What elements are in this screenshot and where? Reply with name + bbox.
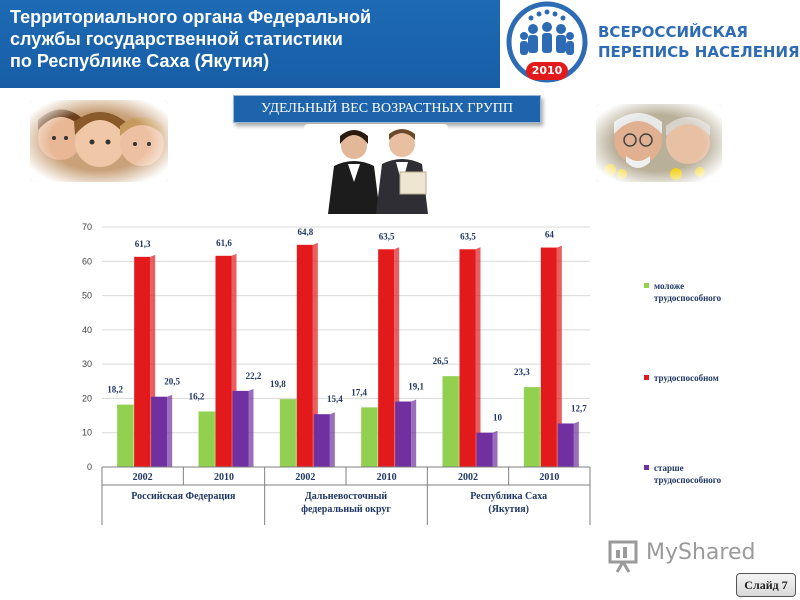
myshared-watermark: MyShared bbox=[606, 536, 776, 576]
group-label: (Якутия) bbox=[488, 504, 529, 515]
bar-value-label: 61,3 bbox=[135, 239, 151, 249]
bar bbox=[540, 245, 562, 467]
legend-item: старше трудоспособного bbox=[644, 463, 722, 485]
slide-number: Слайд 7 bbox=[736, 573, 796, 597]
x-tick-label: 2010 bbox=[377, 472, 397, 483]
legend-swatch bbox=[644, 465, 649, 470]
legend-swatch bbox=[644, 283, 649, 288]
y-axis-ticks: 0 10 20 30 40 50 60 70 bbox=[82, 222, 92, 472]
census-year: 2010 bbox=[531, 64, 563, 77]
bar-value-label: 19,8 bbox=[270, 379, 286, 389]
group-label: Республика Саха bbox=[470, 491, 547, 502]
bar bbox=[395, 399, 417, 467]
bar-value-label: 61,6 bbox=[216, 238, 232, 248]
census-emblem-icon bbox=[506, 1, 588, 83]
legend-label: моложе bbox=[654, 281, 684, 291]
group-label: федеральный округ bbox=[301, 504, 391, 515]
bar-value-label: 63,5 bbox=[460, 231, 476, 241]
bar bbox=[232, 388, 254, 467]
chart-grid bbox=[102, 226, 590, 468]
bar-value-label: 19,1 bbox=[408, 382, 424, 392]
census-title: ВСЕРОССИЙСКАЯ ПЕРЕПИСЬ НАСЕЛЕНИЯ bbox=[598, 23, 800, 61]
elderly-photo bbox=[596, 104, 722, 182]
y-tick-label: 30 bbox=[82, 359, 92, 369]
legend-label: трудоспособном bbox=[654, 373, 719, 383]
x-axis: 2002 2010 2002 2010 2002 2010 Российская Федер… bbox=[101, 466, 591, 525]
chart-banner: УДЕЛЬНЫЙ ВЕС ВОЗРАСТНЫХ ГРУПП bbox=[233, 95, 541, 123]
y-tick-label: 20 bbox=[82, 393, 92, 403]
workers-photo bbox=[304, 124, 448, 214]
x-tick-label: 2002 bbox=[295, 472, 315, 483]
census-logo: 2010 bbox=[500, 0, 800, 88]
bar-value-label: 20,5 bbox=[164, 377, 180, 387]
bar-value-label: 17,4 bbox=[351, 387, 367, 397]
x-tick-label: 2010 bbox=[539, 472, 559, 483]
legend-label: трудоспособного bbox=[654, 475, 722, 485]
chart-legend: моложе трудоспособного трудоспособном старш… bbox=[644, 281, 722, 485]
bar bbox=[151, 394, 173, 467]
y-tick-label: 10 bbox=[82, 428, 92, 438]
bar-value-label: 26,5 bbox=[433, 356, 449, 366]
bar-value-label: 23,3 bbox=[514, 367, 530, 377]
group-label: Российская Федерация bbox=[131, 491, 236, 502]
y-tick-label: 60 bbox=[82, 256, 92, 266]
x-tick-label: 2010 bbox=[214, 472, 234, 483]
legend-label: старше bbox=[654, 463, 684, 473]
legend-swatch bbox=[644, 375, 649, 380]
bar-value-label: 64,8 bbox=[297, 227, 313, 237]
bar-value-label: 22,2 bbox=[246, 371, 262, 381]
bar bbox=[296, 242, 318, 467]
y-tick-label: 50 bbox=[82, 291, 92, 301]
y-tick-label: 0 bbox=[87, 462, 92, 472]
bar bbox=[459, 247, 481, 467]
header-title: Территориального органа Федеральной служ… bbox=[10, 7, 372, 71]
bar bbox=[313, 412, 335, 467]
chart-bars bbox=[117, 242, 579, 467]
bar-value-label: 64 bbox=[545, 230, 555, 240]
data-labels: 18,2 61,3 20,5 16,2 61,6 22,2 19,8 64,8 15,4 17,4… bbox=[107, 227, 587, 423]
bar-value-label: 18,2 bbox=[107, 385, 123, 395]
bar-value-label: 63,5 bbox=[379, 231, 395, 241]
legend-item: моложе трудоспособного bbox=[644, 281, 722, 303]
header-banner: Территориального органа Федеральной служ… bbox=[0, 0, 500, 88]
legend-item: трудоспособном bbox=[644, 373, 719, 383]
bar-value-label: 12,7 bbox=[571, 403, 587, 413]
y-tick-label: 40 bbox=[82, 325, 92, 335]
x-tick-label: 2002 bbox=[133, 472, 153, 483]
presentation-icon bbox=[608, 540, 638, 573]
legend-label: трудоспособного bbox=[654, 293, 722, 303]
age-groups-chart: 0 10 20 30 40 50 60 70 18,2 61,3 20,5 16,2 61,6 22,2… bbox=[82, 222, 722, 525]
bar bbox=[557, 421, 579, 467]
bar-value-label: 16,2 bbox=[189, 391, 205, 401]
x-tick-label: 2002 bbox=[458, 472, 478, 483]
group-label: Дальневосточный bbox=[305, 491, 388, 502]
y-tick-label: 70 bbox=[82, 222, 92, 232]
bar-value-label: 10 bbox=[493, 413, 503, 423]
children-photo bbox=[30, 100, 168, 182]
bar bbox=[476, 430, 498, 467]
bar-value-label: 15,4 bbox=[327, 394, 343, 404]
watermark-text: MyShared bbox=[646, 540, 756, 565]
